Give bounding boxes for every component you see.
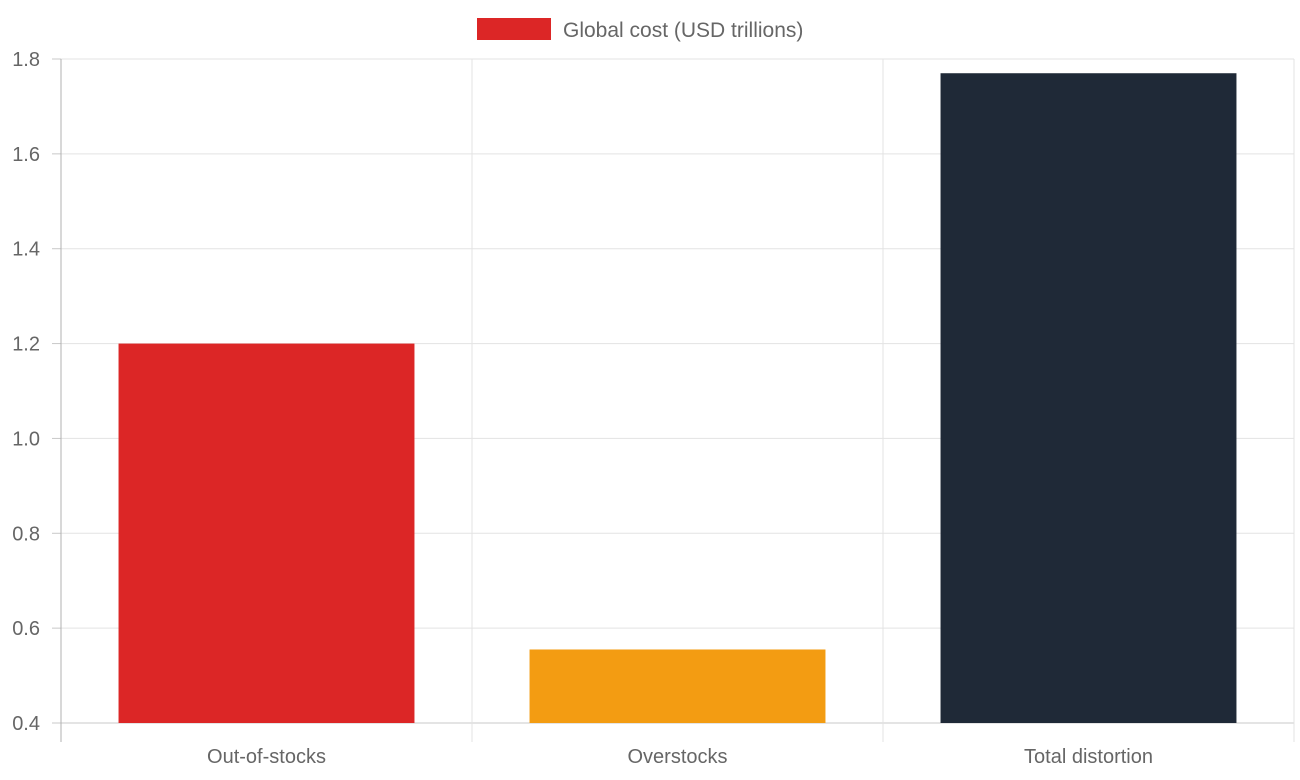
x-tick-label: Total distortion (1024, 746, 1153, 768)
x-tick-label: Out-of-stocks (207, 746, 326, 768)
x-tick-label: Overstocks (627, 746, 727, 768)
y-tick-label: 0.4 (12, 713, 40, 735)
bar-layer (118, 73, 1237, 723)
axis-layer: 0.4 0.6 0.8 1.0 1.2 1.4 1.6 1.8 Out-of-stocks Ove… (12, 49, 1153, 768)
bar-out-of-stocks[interactable] (118, 343, 415, 723)
y-tick-label: 1.8 (12, 49, 40, 71)
y-tick-label: 1.4 (12, 239, 40, 261)
bar-total-distortion[interactable] (940, 73, 1237, 723)
legend[interactable]: Global cost (USD trillions) (477, 18, 803, 42)
legend-label[interactable]: Global cost (USD trillions) (563, 19, 803, 42)
y-tick-label: 0.6 (12, 618, 40, 640)
y-tick-label: 1.2 (12, 334, 40, 356)
y-tick-label: 1.6 (12, 144, 40, 166)
y-tick-label: 1.0 (12, 428, 40, 450)
legend-swatch[interactable] (477, 18, 551, 40)
y-tick-label: 0.8 (12, 523, 40, 545)
bar-overstocks[interactable] (529, 649, 826, 723)
